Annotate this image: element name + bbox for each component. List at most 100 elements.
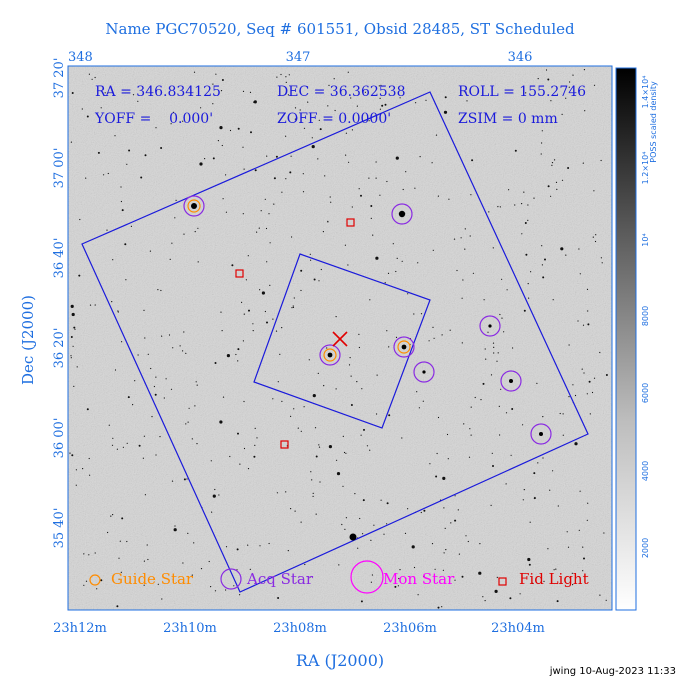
background-star [89, 474, 91, 476]
background-star [388, 414, 391, 417]
legend-guide-star: Guide Star [111, 570, 194, 588]
background-star [543, 580, 545, 583]
background-star [268, 542, 270, 545]
background-star [303, 127, 306, 129]
background-star [88, 554, 90, 556]
background-star [193, 71, 196, 73]
background-star [369, 449, 371, 451]
background-star [199, 162, 203, 166]
background-star [357, 547, 359, 549]
background-star [114, 135, 116, 137]
background-star [484, 348, 486, 350]
background-star [260, 210, 262, 212]
background-star [413, 566, 416, 569]
background-star [277, 381, 279, 383]
background-star [186, 478, 188, 480]
background-star [562, 413, 564, 415]
background-star [140, 176, 143, 179]
background-star [219, 420, 223, 424]
background-star [402, 188, 404, 191]
background-star [191, 438, 193, 440]
background-star [368, 177, 370, 179]
background-star [130, 225, 132, 227]
background-star [315, 513, 317, 515]
background-star [170, 388, 173, 390]
background-star [256, 231, 258, 233]
background-star [469, 235, 471, 237]
background-star [318, 446, 321, 448]
background-star [465, 535, 467, 537]
background-star [161, 335, 163, 337]
background-star [86, 408, 89, 411]
background-star [288, 74, 290, 76]
background-star [401, 260, 403, 262]
background-star [541, 130, 543, 132]
background-star [525, 92, 527, 94]
background-star [375, 161, 377, 163]
background-star [488, 211, 490, 213]
background-star [320, 268, 322, 271]
background-star [310, 471, 312, 473]
background-star [120, 186, 122, 188]
zsim-readout: ZSIM = 0 mm [458, 111, 558, 127]
background-star [144, 154, 147, 157]
background-star [285, 76, 287, 78]
background-star [70, 336, 73, 338]
background-star [528, 297, 530, 299]
background-star [326, 347, 328, 349]
background-star [600, 257, 603, 259]
background-star [351, 206, 353, 208]
background-star [443, 552, 445, 554]
fid-lights [235, 218, 355, 449]
background-star [571, 572, 573, 574]
colorbar-tick: 8000 [641, 306, 650, 326]
background-star [276, 76, 278, 78]
background-star [157, 289, 159, 291]
background-star [418, 407, 420, 409]
background-star [168, 334, 171, 336]
background-star [584, 110, 586, 112]
background-star [499, 206, 501, 208]
background-star [160, 147, 163, 149]
background-star [269, 242, 271, 244]
background-star [118, 557, 120, 559]
background-star [279, 353, 281, 355]
background-star [215, 73, 217, 75]
background-star [112, 514, 114, 516]
background-star [551, 164, 553, 166]
background-star [419, 156, 421, 158]
background-star [547, 548, 549, 550]
background-star [231, 264, 234, 267]
x-axis-label: RA (J2000) [296, 651, 384, 670]
background-star [560, 247, 564, 251]
background-star [185, 352, 187, 354]
background-star [107, 92, 109, 94]
top-tick-label: 348 [68, 50, 93, 65]
bottom-tick-label: 23h06m [383, 621, 437, 636]
background-star [457, 509, 459, 511]
background-star [566, 531, 568, 533]
background-star [336, 472, 341, 476]
background-star [363, 428, 365, 431]
background-star [561, 113, 563, 115]
background-star [211, 511, 213, 513]
background-star [281, 400, 283, 402]
background-star [493, 352, 495, 354]
background-star [239, 594, 241, 596]
background-star [416, 391, 418, 393]
background-star [78, 274, 81, 277]
background-star [561, 179, 564, 181]
background-star [114, 369, 117, 371]
background-star [491, 452, 493, 454]
background-star [132, 404, 134, 406]
background-star [447, 458, 449, 460]
background-star [356, 105, 358, 107]
background-star [269, 284, 271, 286]
background-star [155, 454, 157, 456]
background-star [405, 171, 407, 173]
background-star [468, 456, 471, 458]
background-star [431, 162, 433, 164]
background-star [379, 97, 381, 99]
background-star [537, 462, 539, 464]
background-star [345, 452, 347, 454]
